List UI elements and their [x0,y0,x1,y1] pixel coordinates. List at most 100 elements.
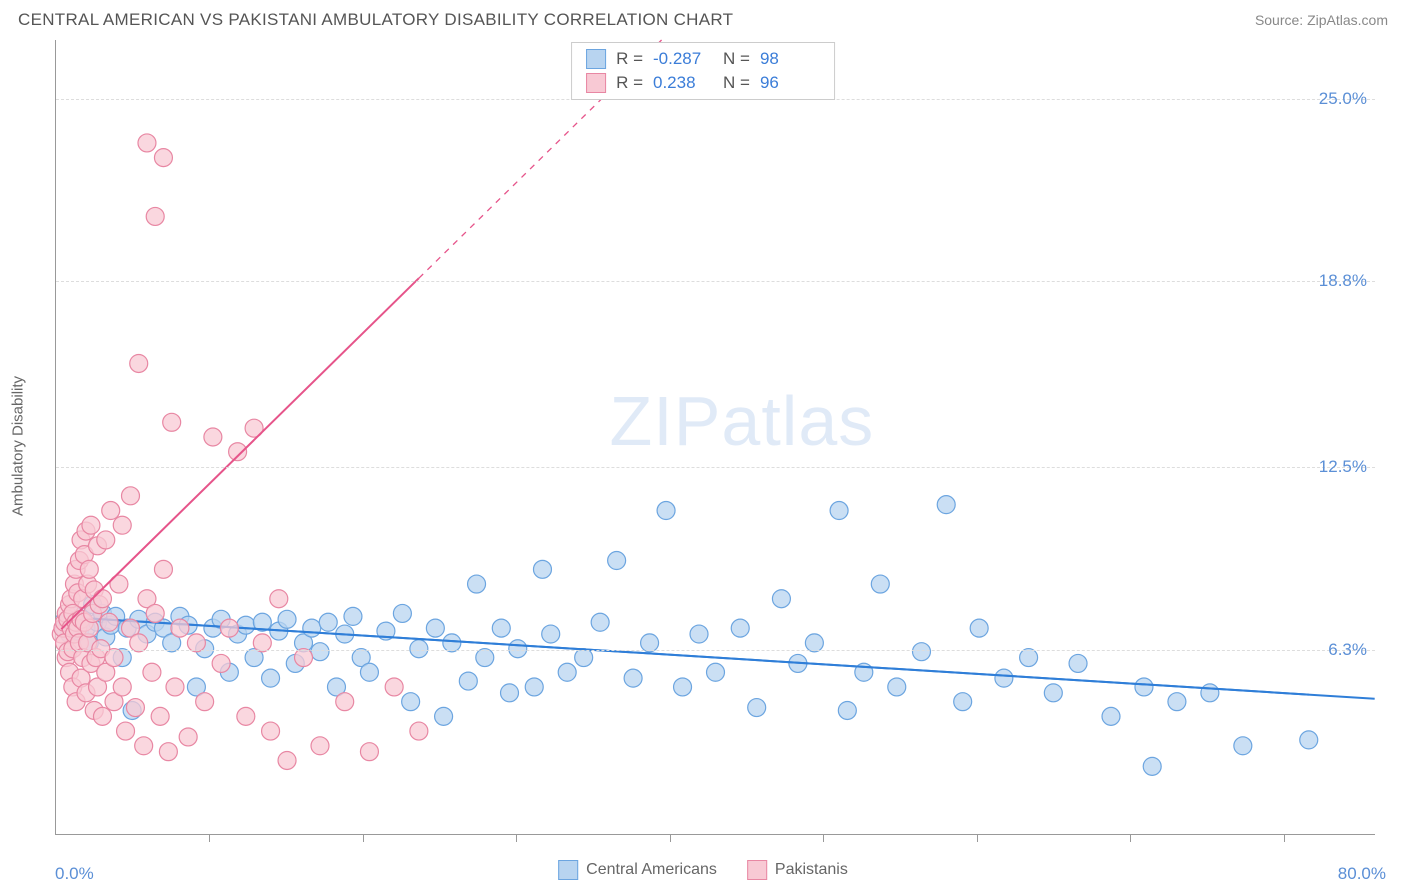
chart-title: CENTRAL AMERICAN VS PAKISTANI AMBULATORY… [18,10,733,30]
data-point [674,678,692,696]
data-point [229,443,247,461]
data-point [501,684,519,702]
data-point [1168,693,1186,711]
data-point [888,678,906,696]
data-point [575,649,593,667]
data-point [171,619,189,637]
data-point [262,669,280,687]
stats-r-label: R = [616,73,643,93]
data-point [212,654,230,672]
y-tick-label: 12.5% [1319,457,1367,477]
data-point [393,604,411,622]
stats-n-label: N = [723,49,750,69]
data-point [1143,757,1161,775]
gridline [56,467,1375,468]
stats-r-value: -0.287 [653,49,713,69]
data-point [151,707,169,725]
data-point [410,722,428,740]
legend-label: Central Americans [586,861,717,879]
data-point [591,613,609,631]
data-point [154,560,172,578]
data-point [121,487,139,505]
data-point [459,672,477,690]
data-point [336,693,354,711]
x-tick [363,834,364,842]
data-point [360,663,378,681]
data-point [117,722,135,740]
stats-row: R =0.238N =96 [586,71,820,95]
stats-row: R =-0.287N =98 [586,47,820,71]
data-point [871,575,889,593]
x-tick [1130,834,1131,842]
data-point [146,604,164,622]
data-point [533,560,551,578]
data-point [97,531,115,549]
x-tick-min: 0.0% [55,864,94,884]
data-point [937,496,955,514]
data-point [838,702,856,720]
data-point [1135,678,1153,696]
chart-svg [56,40,1375,834]
data-point [166,678,184,696]
stats-r-value: 0.238 [653,73,713,93]
x-tick [209,834,210,842]
data-point [690,625,708,643]
legend-swatch [558,860,578,880]
data-point [295,649,313,667]
data-point [105,649,123,667]
data-point [204,428,222,446]
data-point [311,737,329,755]
data-point [954,693,972,711]
data-point [278,610,296,628]
source-label: Source: ZipAtlas.com [1255,12,1388,28]
data-point [913,643,931,661]
data-point [146,207,164,225]
data-point [731,619,749,637]
legend-swatch [586,73,606,93]
data-point [995,669,1013,687]
stats-r-label: R = [616,49,643,69]
x-tick [1284,834,1285,842]
data-point [558,663,576,681]
legend-label: Pakistanis [775,861,848,879]
data-point [311,643,329,661]
data-point [748,699,766,717]
data-point [196,693,214,711]
data-point [303,619,321,637]
data-point [426,619,444,637]
y-tick-label: 25.0% [1319,89,1367,109]
header-bar: CENTRAL AMERICAN VS PAKISTANI AMBULATORY… [18,10,1388,30]
data-point [624,669,642,687]
data-point [608,552,626,570]
data-point [93,590,111,608]
x-tick [670,834,671,842]
legend-swatch [586,49,606,69]
data-point [1300,731,1318,749]
data-point [179,728,197,746]
data-point [319,613,337,631]
stats-box: R =-0.287N =98R =0.238N =96 [571,42,835,100]
data-point [126,699,144,717]
data-point [1201,684,1219,702]
data-point [159,743,177,761]
data-point [970,619,988,637]
x-tick [977,834,978,842]
legend-item: Pakistanis [747,860,848,880]
regression-line [61,278,419,629]
data-point [154,149,172,167]
data-point [1044,684,1062,702]
data-point [138,134,156,152]
stats-n-value: 96 [760,73,820,93]
legend-swatch [747,860,767,880]
y-axis-label: Ambulatory Disability [10,376,27,516]
data-point [1069,654,1087,672]
data-point [1234,737,1252,755]
data-point [344,607,362,625]
data-point [360,743,378,761]
data-point [402,693,420,711]
data-point [492,619,510,637]
data-point [525,678,543,696]
legend-item: Central Americans [558,860,717,880]
y-tick-label: 18.8% [1319,271,1367,291]
data-point [237,707,255,725]
